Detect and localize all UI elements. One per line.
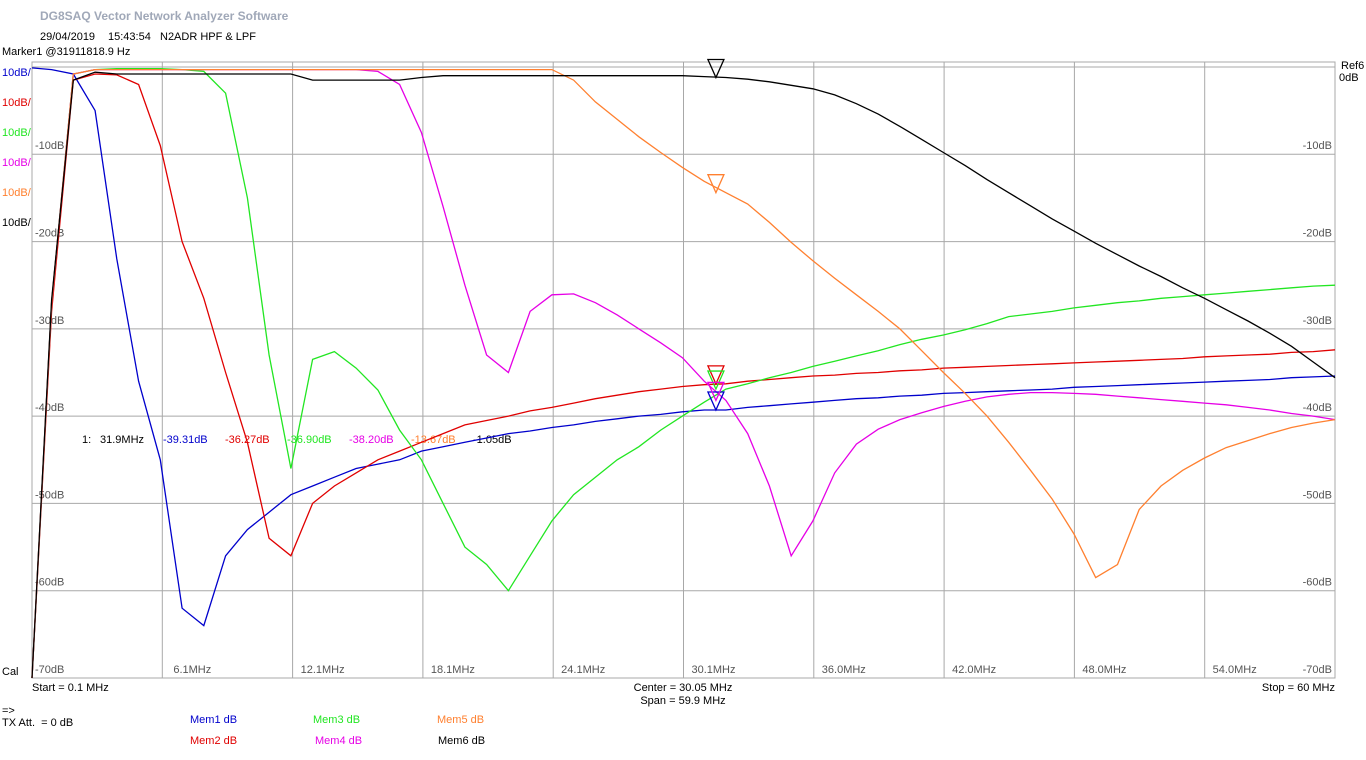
scale-label: 10dB/ [2,217,32,229]
x-tick-label: 12.1MHz [301,664,345,676]
start-label: Start = 0.1 MHz [32,682,109,694]
legend-entry: Mem5 dB [437,714,484,726]
trace [31,71,1336,679]
y-tick-label: -30dB [35,315,64,327]
marker-value: -13.67dB [411,434,456,446]
y-tick-label: -50dB [35,489,64,501]
scale-label: 10dB/ [2,157,32,169]
y-tick-label: -70dB [35,664,64,676]
legend-entry: Mem6 dB [438,735,485,747]
scale-label: 10dB/ [2,97,32,109]
cal-label: Cal [2,666,19,678]
marker-triangle [706,370,725,391]
x-tick-label: 30.1MHz [691,664,735,676]
marker-value: -1.05dB [473,434,512,446]
marker-triangle [706,58,725,80]
marker-value: -38.20dB [349,434,394,446]
x-tick-label: 24.1MHz [561,664,605,676]
y-tick-label: -40dB [35,402,64,414]
legend-entry: Mem1 dB [190,714,237,726]
trace [31,68,1336,679]
scale-label: 10dB/ [2,127,32,139]
ref-label: Ref6 [1341,60,1364,72]
x-tick-label: 48.0MHz [1082,664,1126,676]
x-tick-label: 54.0MHz [1213,664,1257,676]
scale-label: 10dB/ [2,67,32,79]
span-label: Span = 59.9 MHz [640,695,725,707]
y-tick-label: -40dB [1303,402,1332,414]
trace [31,68,1336,679]
marker-triangle [706,391,725,412]
trace [31,67,1336,627]
marker-index: 1: [82,434,91,446]
y-tick-label: -10dB [1303,140,1332,152]
y-tick-label: -20dB [1303,227,1332,239]
marker-triangle [706,174,725,195]
caption: N2ADR HPF & LPF [160,31,256,43]
trace [31,73,1336,679]
marker-value: -39.31dB [163,434,208,446]
stop-label: Stop = 60 MHz [1262,682,1335,694]
date: 29/04/2019 [40,31,95,43]
x-tick-label: 6.1MHz [173,664,211,676]
tx-att-label: TX Att. = 0 dB [2,717,73,729]
marker-value: -36.90dB [287,434,332,446]
time: 15:43:54 [108,31,151,43]
y-tick-label: -60dB [35,577,64,589]
marker-frequency: 31.9MHz [100,434,144,446]
arrow-label: => [2,705,15,717]
legend-entry: Mem3 dB [313,714,360,726]
y-tick-label: -30dB [1303,315,1332,327]
marker-triangle [706,381,725,403]
y-tick-label: 0dB [1339,72,1359,84]
x-tick-label: 42.0MHz [952,664,996,676]
x-tick-label: 18.1MHz [431,664,475,676]
center-label: Center = 30.05 MHz [634,682,733,694]
app-title: DG8SAQ Vector Network Analyzer Software [40,9,289,23]
marker-info: Marker1 @31911818.9 Hz [2,46,130,58]
marker-triangle [706,365,725,386]
y-tick-label: -50dB [1303,489,1332,501]
legend-entry: Mem2 dB [190,735,237,747]
x-tick-label: 36.0MHz [822,664,866,676]
y-tick-label: -10dB [35,140,64,152]
y-tick-label: -20dB [35,227,64,239]
y-tick-label: -60dB [1303,577,1332,589]
scale-label: 10dB/ [2,187,32,199]
y-tick-label: -70dB [1303,664,1332,676]
legend-entry: Mem4 dB [315,735,362,747]
